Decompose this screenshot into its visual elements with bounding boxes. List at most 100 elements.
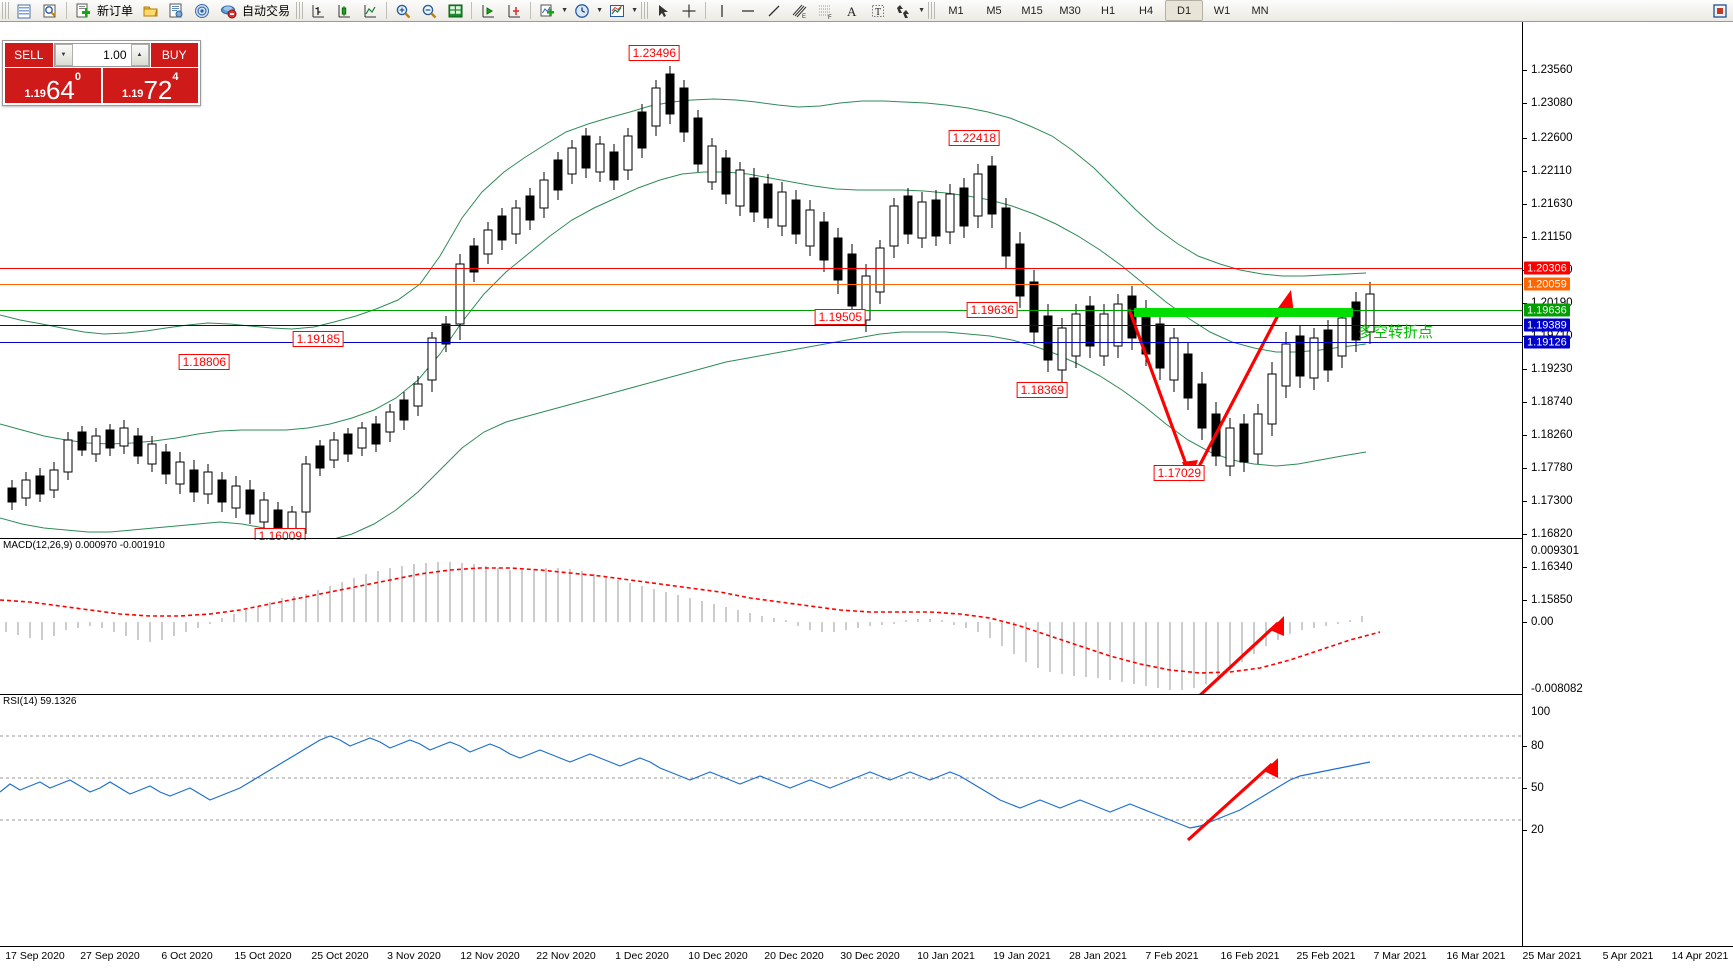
new-order-icon[interactable] [71,0,95,21]
metaeditor-icon[interactable] [164,0,188,21]
rsi-pane[interactable]: RSI(14) 59.1326 [0,696,1522,946]
zoom-in-icon[interactable] [391,0,415,21]
price-label-1-20059[interactable]: 1.20059 [1524,277,1570,291]
timeframe-h4[interactable]: H4 [1139,4,1154,17]
horizontal-line-icon[interactable] [736,0,760,21]
hline-1-19126[interactable] [0,342,1522,343]
auto-scroll-icon[interactable] [443,0,467,21]
autotrading-label[interactable]: 自动交易 [242,4,291,18]
text-icon[interactable]: A [840,0,864,21]
timeframe-d1[interactable]: D1 [1165,0,1204,21]
volume-decrease-button[interactable]: ▼ [54,44,73,66]
crosshair-icon[interactable] [677,0,701,21]
templates-dropdown-icon[interactable]: ▼ [631,7,638,14]
period-clock-icon[interactable] [570,0,594,21]
sell-price-display[interactable]: 1.19 64 0 [5,68,101,103]
arrows-icon[interactable] [892,0,916,21]
bar-chart-icon[interactable] [306,0,330,21]
price-tick [1523,171,1527,172]
timeframe-m5[interactable]: M5 [986,4,1002,17]
vertical-line-icon[interactable] [710,0,734,21]
time-tick-label: 6 Oct 2020 [161,950,213,962]
price-label-1-20306[interactable]: 1.20306 [1524,261,1570,275]
market-watch-icon[interactable] [12,0,36,21]
candlestick-chart-icon[interactable] [332,0,356,21]
hline-1-20306[interactable] [0,268,1522,269]
autotrading-icon[interactable] [216,0,240,21]
hline-1-19389[interactable] [0,325,1522,326]
price-tick-label: 1.19230 [1531,363,1573,375]
period-dropdown-icon[interactable]: ▼ [596,7,603,14]
data-window-icon[interactable] [38,0,62,21]
annotation-1-23496[interactable]: 1.23496 [628,45,680,61]
price-tick-label: 1.18740 [1531,396,1573,408]
time-axis[interactable]: 17 Sep 2020 27 Sep 2020 6 Oct 2020 15 Oc… [0,946,1733,969]
svg-text:A: A [847,4,857,19]
rsi-tick [1523,830,1527,831]
time-tick-label: 28 Jan 2021 [1069,950,1127,962]
price-tick-label: 1.16340 [1531,561,1573,573]
cursor-icon[interactable] [651,0,675,21]
annotation-1-22418[interactable]: 1.22418 [948,130,1000,146]
timeframe-w1[interactable]: W1 [1213,4,1231,17]
price-tick-label: 1.21150 [1531,231,1572,243]
timeframe-h1[interactable]: H1 [1101,4,1116,17]
price-label-1-19389[interactable]: 1.19389 [1524,318,1570,332]
time-tick-label: 27 Sep 2020 [80,950,140,962]
annotation-1-18806[interactable]: 1.18806 [178,354,230,370]
timeframe-m1[interactable]: M1 [948,4,964,17]
toolbar-grip[interactable] [2,2,9,19]
hline-1-19636[interactable] [0,310,1522,311]
text-label-icon[interactable]: T [866,0,890,21]
support-band[interactable] [1134,308,1353,317]
chart-shift-icon[interactable] [476,0,500,21]
trend-arrow-down [1127,308,1198,482]
annotation-1-19185[interactable]: 1.19185 [292,331,344,347]
annotation-1-18369[interactable]: 1.18369 [1016,382,1068,398]
time-tick-label: 5 Apr 2021 [1602,950,1654,962]
price-label-1-19636[interactable]: 1.19636 [1524,303,1570,317]
svg-text:T: T [875,7,881,18]
line-chart-icon[interactable] [358,0,382,21]
one-click-trading-panel[interactable]: SELL ▼ 1.00 ▲ BUY 1.19 64 0 1.19 72 4 [2,40,201,106]
annotation-1-19505[interactable]: 1.19505 [814,309,866,325]
sell-button[interactable]: SELL [5,43,53,67]
trendline-icon[interactable] [762,0,786,21]
add-indicator-icon[interactable] [535,0,559,21]
timeframe-m15[interactable]: M15 [1021,4,1043,17]
chart-area[interactable]: EURUSD-,Daily 1.19810 1.19925 1.19553 1.… [0,22,1733,969]
price-scale[interactable]: 1.23560 1.23080 1.22600 1.22110 1.21630 … [1522,22,1733,946]
arrows-dropdown-icon[interactable]: ▼ [918,7,925,14]
timeframe-m30[interactable]: M30 [1059,4,1081,17]
fullscreen-icon[interactable] [1708,0,1732,21]
macd-histogram [5,562,1363,690]
pane-divider-1[interactable] [0,538,1733,539]
price-tick-label: 1.16820 [1531,528,1573,540]
new-order-label[interactable]: 新订单 [97,4,134,18]
timeframe-mn[interactable]: MN [1251,4,1269,17]
add-indicator-dropdown-icon[interactable]: ▼ [561,7,568,14]
toolbar-grip-3[interactable] [641,2,649,19]
one-click-row-prices: 1.19 64 0 1.19 72 4 [5,68,198,103]
pane-divider-2[interactable] [0,694,1733,695]
chart-shift-end-icon[interactable] [502,0,526,21]
fibonacci-icon[interactable]: F [814,0,838,21]
buy-button[interactable]: BUY [150,43,198,67]
volume-value[interactable]: 1.00 [103,48,127,62]
zoom-out-icon[interactable] [417,0,441,21]
signals-icon[interactable] [190,0,214,21]
volume-input[interactable]: ▼ 1.00 ▲ [53,43,150,67]
price-pane[interactable]: 多空转折点 1.23496 1.22418 1.19505 1.19636 1.… [0,32,1522,544]
templates-icon[interactable] [605,0,629,21]
toolbar-grip-4[interactable] [928,2,936,19]
annotation-1-19636[interactable]: 1.19636 [966,302,1018,318]
price-label-1-19126[interactable]: 1.19126 [1524,335,1570,349]
macd-pane[interactable]: MACD(12,26,9) 0.000970 -0.001910 [0,540,1522,694]
hline-1-20059[interactable] [0,284,1522,285]
folder-icon[interactable] [138,0,162,21]
toolbar-grip-2[interactable] [296,2,304,19]
equidistant-channel-icon[interactable]: E [788,0,812,21]
volume-increase-button[interactable]: ▲ [130,44,149,66]
buy-price-display[interactable]: 1.19 72 4 [102,68,198,103]
annotation-1-17029[interactable]: 1.17029 [1153,465,1205,481]
